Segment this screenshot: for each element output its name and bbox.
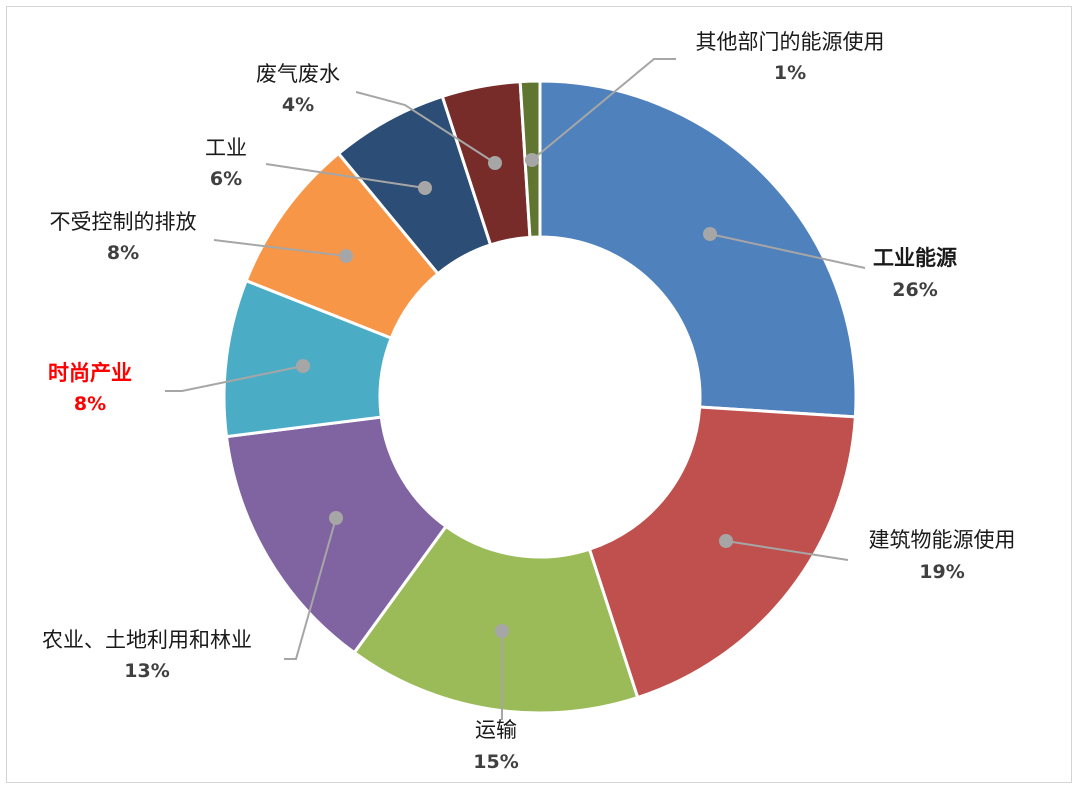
slice-1-leader-line	[709, 233, 866, 269]
slice-7-value-label: 6%	[210, 168, 242, 190]
slice-labels: 工业能源 26% 建筑物能源使用 19% 运输 15% 农业、土地利用和林业 13% 时尚产业 8…	[42, 30, 1016, 773]
slice-1-name-label: 工业能源	[873, 246, 957, 270]
slice-8-name-label: 废气废水	[256, 62, 340, 86]
slice-8-value-label: 4%	[282, 94, 314, 116]
slice-4-value-label: 13%	[124, 660, 169, 682]
slice-2-name-label: 建筑物能源使用	[869, 528, 1016, 552]
slice-2-leader-dot	[719, 534, 733, 548]
slice-5-leader-line	[165, 365, 304, 392]
slice-7-leader-dot	[418, 181, 432, 195]
slice-3-wedge	[352, 524, 640, 715]
slice-7-name-label: 工业	[205, 136, 247, 160]
slice-4-leader-line	[284, 517, 337, 660]
slice-6-name-label: 不受控制的排放	[50, 210, 197, 234]
slice-9-leader-line	[531, 58, 676, 161]
slice-3-leader-dot	[495, 624, 509, 638]
slice-5-name-label: 时尚产业	[48, 361, 132, 385]
slice-9-value-label: 1%	[774, 62, 806, 84]
slice-2-value-label: 19%	[919, 561, 964, 583]
slice-8-leader-dot	[488, 156, 502, 170]
slice-4-leader-dot	[329, 511, 343, 525]
slice-9-name-label: 其他部门的能源使用	[696, 30, 885, 54]
slice-5-leader-dot	[296, 359, 310, 373]
slice-7-leader-line	[265, 163, 426, 189]
slice-1-value-label: 26%	[892, 279, 937, 301]
slice-6-leader-line	[213, 239, 347, 257]
leader-lines	[165, 58, 866, 720]
slice-3-name-label: 运输	[475, 718, 517, 742]
slice-1-leader-dot	[703, 227, 717, 241]
slice-2-leader-line	[725, 540, 849, 561]
slice-5-value-label: 8%	[74, 393, 106, 415]
slice-8-leader-line	[355, 91, 496, 164]
donut-hole	[380, 237, 700, 557]
slice-6-value-label: 8%	[107, 242, 139, 264]
slice-4-name-label: 农业、土地利用和林业	[42, 628, 252, 652]
slice-6-leader-dot	[339, 249, 353, 263]
slice-9-leader-dot	[525, 153, 539, 167]
slice-3-value-label: 15%	[473, 751, 518, 773]
